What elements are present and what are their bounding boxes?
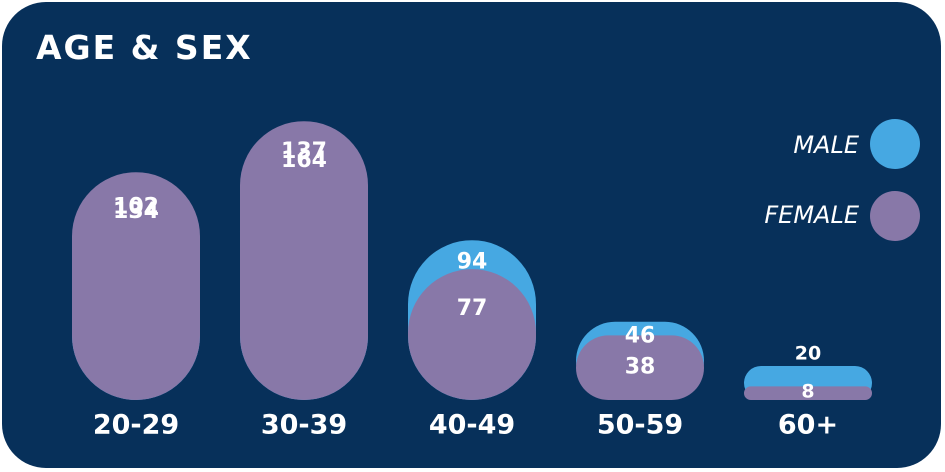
data-label-female: 8 xyxy=(801,381,814,403)
data-label-male: 102 xyxy=(113,194,159,219)
bar-female xyxy=(744,386,872,400)
data-label-male: 46 xyxy=(625,324,656,349)
bar-female xyxy=(576,335,704,400)
bar-female xyxy=(240,121,368,400)
x-tick-label: 60+ xyxy=(778,410,838,441)
data-label-female: 164 xyxy=(281,148,327,173)
legend-label-female: FEMALE xyxy=(764,201,859,229)
legend-swatch-female xyxy=(870,191,920,241)
x-tick-label: 20-29 xyxy=(93,410,179,441)
legend-label-male: MALE xyxy=(793,131,859,159)
x-tick-label: 30-39 xyxy=(261,410,347,441)
data-label-female: 77 xyxy=(457,296,488,321)
data-label-male: 20 xyxy=(795,343,821,365)
chart-title: AGE & SEX xyxy=(36,28,253,67)
data-label-female: 38 xyxy=(625,355,656,380)
data-label-female: 134 xyxy=(113,199,159,224)
x-tick-label: 40-49 xyxy=(429,410,515,441)
bar-female xyxy=(408,269,536,400)
x-tick-label: 50-59 xyxy=(597,410,683,441)
bar-female xyxy=(72,172,200,400)
legend-swatch-male xyxy=(870,119,920,169)
data-label-male: 94 xyxy=(457,250,488,275)
data-label-male: 137 xyxy=(281,139,327,164)
